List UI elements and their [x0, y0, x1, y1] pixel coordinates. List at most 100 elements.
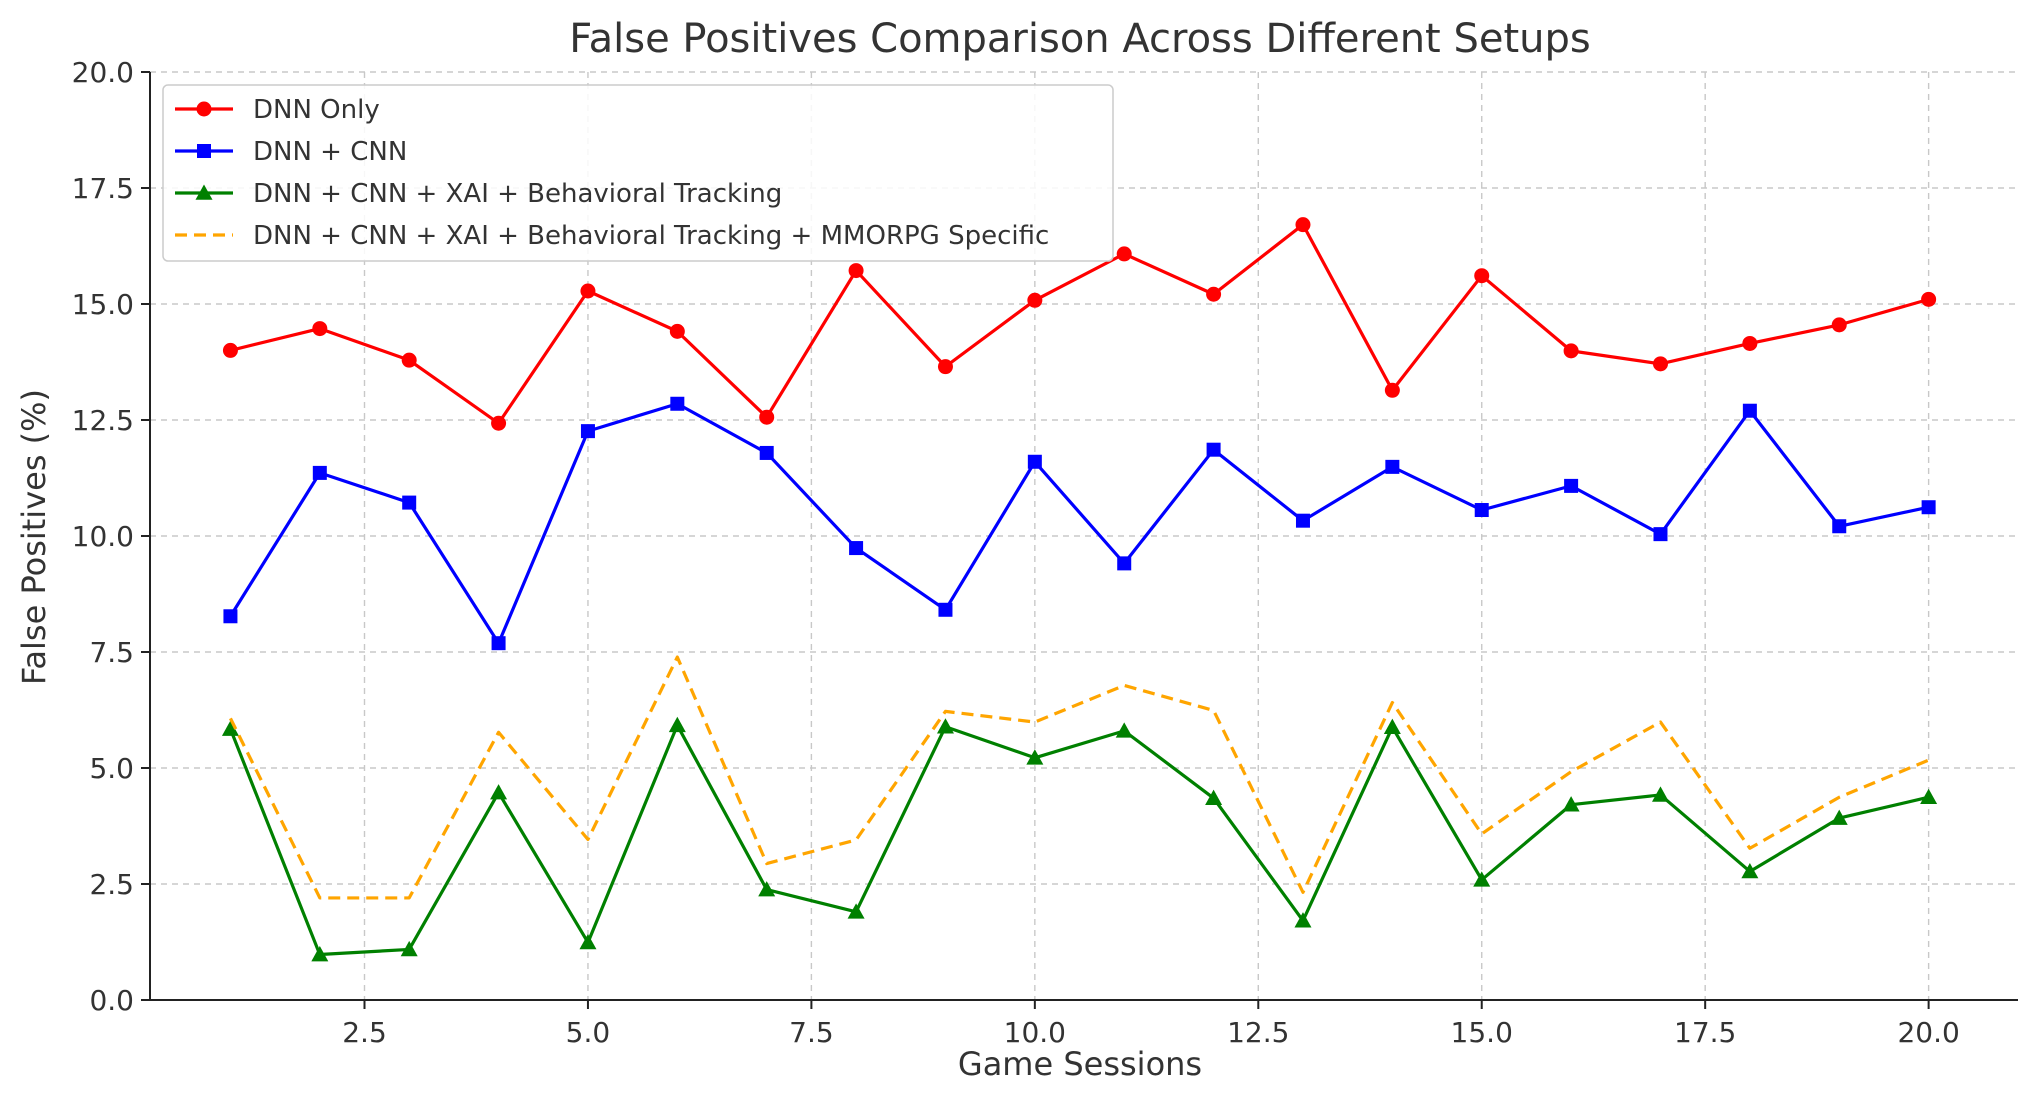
series-3 — [221, 716, 1938, 962]
data-point — [311, 946, 329, 962]
x-tick-label: 15.0 — [1451, 1016, 1513, 1049]
y-tick-label: 15.0 — [72, 288, 134, 321]
data-point — [1115, 722, 1133, 738]
y-axis-ticks: 0.0 2.5 5.0 7.5 10.0 12.5 15.0 17.5 20.0 — [72, 56, 150, 1017]
series-1 — [222, 217, 1937, 431]
legend-label: DNN Only — [253, 95, 380, 125]
data-point — [1384, 382, 1400, 398]
data-point — [1295, 513, 1310, 528]
data-point — [1206, 442, 1221, 457]
y-tick-label: 7.5 — [89, 636, 134, 669]
chart-title: False Positives Comparison Across Differ… — [569, 16, 1590, 62]
legend-label: DNN + CNN — [253, 137, 407, 167]
legend-item: DNN Only — [175, 95, 380, 125]
data-point — [847, 903, 865, 919]
data-point — [579, 933, 597, 950]
data-point — [1027, 292, 1043, 308]
y-tick-label: 20.0 — [72, 56, 134, 89]
x-tick-label: 7.5 — [789, 1016, 834, 1049]
x-tick-label: 2.5 — [342, 1016, 387, 1049]
data-point — [1027, 454, 1042, 469]
data-point — [1563, 343, 1579, 359]
data-point — [1653, 527, 1668, 542]
data-point — [1474, 503, 1489, 518]
x-tick-label: 5.0 — [566, 1016, 611, 1049]
data-point — [1383, 718, 1401, 734]
data-point — [1564, 478, 1579, 493]
data-point — [312, 321, 328, 337]
y-tick-label: 0.0 — [89, 984, 134, 1017]
data-point — [758, 881, 776, 897]
legend-marker — [197, 144, 211, 158]
data-point — [401, 352, 417, 368]
data-point — [1921, 500, 1936, 515]
series-2 — [223, 396, 1936, 651]
series-line — [230, 223, 1930, 425]
data-point — [1652, 356, 1668, 372]
y-axis-label: False Positives (%) — [15, 389, 53, 685]
y-tick-label: 2.5 — [89, 868, 134, 901]
series-line — [229, 402, 1929, 645]
data-point — [580, 283, 596, 299]
data-point — [938, 602, 953, 617]
y-tick-label: 5.0 — [89, 752, 134, 785]
data-point — [1206, 286, 1222, 302]
y-tick-label: 12.5 — [72, 404, 134, 437]
data-point — [1295, 217, 1311, 233]
data-point — [490, 784, 508, 800]
series-4 — [229, 655, 1930, 900]
series-line — [228, 723, 1929, 957]
data-point — [1294, 912, 1312, 928]
data-point — [312, 465, 327, 480]
series-lines — [221, 217, 1938, 962]
data-point — [491, 415, 507, 431]
data-point — [1474, 268, 1490, 284]
data-point — [1831, 317, 1847, 333]
data-point — [937, 359, 953, 375]
data-point — [221, 720, 239, 736]
data-point — [1832, 519, 1847, 534]
legend-label: DNN + CNN + XAI + Behavioral Tracking + … — [253, 221, 1049, 251]
data-point — [1742, 335, 1758, 351]
x-tick-label: 20.0 — [1897, 1016, 1959, 1049]
data-point — [400, 940, 418, 957]
data-point — [1742, 403, 1757, 418]
data-point — [669, 323, 685, 339]
data-point — [222, 342, 238, 358]
y-tick-label: 17.5 — [72, 172, 134, 205]
data-point — [1562, 796, 1580, 812]
legend-item: DNN + CNN + XAI + Behavioral Tracking — [175, 179, 782, 209]
data-point — [223, 609, 238, 624]
legend: DNN Only DNN + CNN DNN + CNN + XAI + Behav… — [162, 84, 1114, 262]
data-point — [848, 263, 864, 279]
data-point — [1205, 789, 1223, 805]
data-point — [759, 409, 775, 425]
legend-item: DNN + CNN + XAI + Behavioral Tracking + … — [175, 221, 1049, 251]
data-point — [491, 636, 506, 651]
legend-item: DNN + CNN — [175, 137, 407, 167]
data-point — [1921, 291, 1937, 307]
legend-label: DNN + CNN + XAI + Behavioral Tracking — [253, 179, 782, 209]
y-tick-label: 10.0 — [72, 520, 134, 553]
data-point — [1741, 862, 1759, 879]
data-point — [1117, 556, 1132, 571]
legend-marker — [196, 101, 212, 117]
data-point — [1830, 809, 1848, 825]
x-axis-ticks: 2.5 5.0 7.5 10.0 12.5 15.0 17.5 20.0 — [342, 1000, 1960, 1049]
x-tick-label: 12.5 — [1227, 1016, 1289, 1049]
x-tick-label: 17.5 — [1674, 1016, 1736, 1049]
x-tick-label: 10.0 — [1004, 1016, 1066, 1049]
data-point — [759, 445, 774, 460]
data-point — [849, 541, 864, 556]
data-point — [668, 716, 686, 733]
data-point — [1385, 459, 1400, 474]
x-axis-label: Game Sessions — [958, 1045, 1202, 1083]
data-point — [670, 396, 685, 411]
legend-box — [162, 84, 1114, 262]
data-point — [1473, 871, 1491, 887]
data-point — [936, 718, 954, 734]
data-point — [1651, 786, 1669, 802]
data-point — [1920, 788, 1938, 805]
series-line — [229, 655, 1930, 900]
